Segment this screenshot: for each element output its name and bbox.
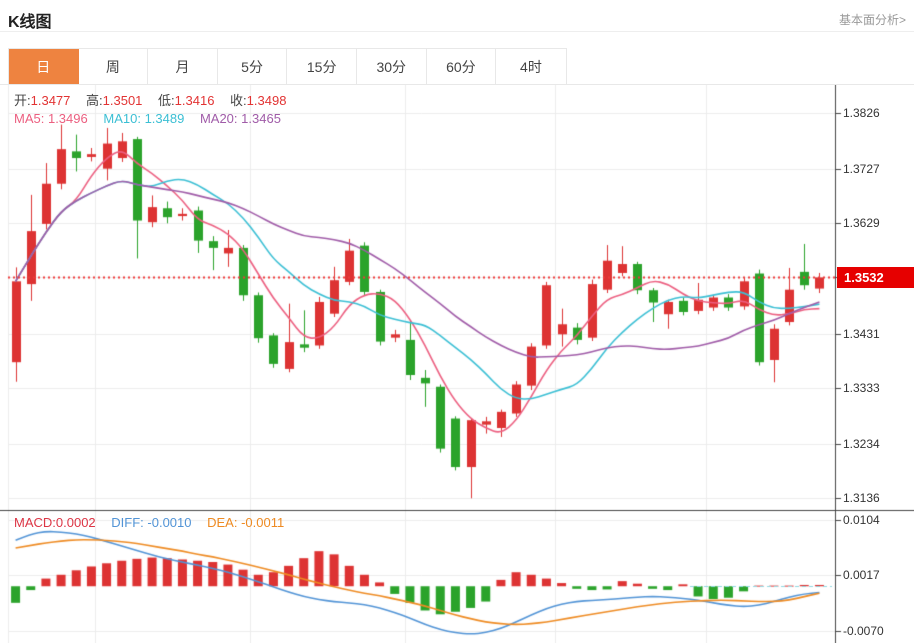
macd-axis-label: -0.0070 — [843, 623, 884, 638]
tab-month[interactable]: 月 — [148, 49, 218, 84]
low-label: 低: — [158, 93, 175, 108]
macd-readout: MACD:0.0002 DIFF: -0.0010 DEA: -0.0011 — [14, 515, 284, 530]
open-value: 1.3477 — [30, 93, 71, 108]
dea-label: DEA: — [207, 515, 238, 530]
price-axis-label: 1.3136 — [843, 491, 880, 506]
high-value: 1.3501 — [102, 93, 143, 108]
tab-5min[interactable]: 5分 — [217, 49, 288, 84]
page-title: K线图 — [8, 14, 52, 31]
tab-day[interactable]: 日 — [9, 49, 79, 84]
ma5-label: MA5: — [14, 111, 45, 126]
tab-4hour[interactable]: 4时 — [496, 49, 566, 84]
header-divider — [0, 31, 914, 32]
price-axis-label: 1.3826 — [843, 106, 880, 121]
period-tabstrip: 日 周 月 5分 15分 30分 60分 4时 — [8, 48, 567, 85]
macd-axis-label: 0.0104 — [843, 512, 880, 527]
ma10-label: MA10: — [103, 111, 141, 126]
diff-value: -0.0010 — [147, 515, 192, 530]
tab-60min[interactable]: 60分 — [426, 49, 497, 84]
low-value: 1.3416 — [174, 93, 215, 108]
fundamental-analysis-link[interactable]: 基本面分析> — [838, 13, 906, 27]
tab-30min[interactable]: 30分 — [356, 49, 427, 84]
macd-label: MACD: — [14, 515, 56, 530]
ma20-value: 1.3465 — [241, 111, 281, 126]
price-axis-label: 1.3727 — [843, 161, 880, 176]
kline-chart-canvas[interactable] — [0, 85, 914, 643]
ma5-value: 1.3496 — [47, 111, 88, 126]
tab-15min[interactable]: 15分 — [287, 49, 357, 84]
ma10-value: 1.3489 — [144, 111, 185, 126]
ma20-label: MA20: — [199, 111, 238, 126]
price-axis-label: 1.3629 — [843, 216, 880, 231]
last-price-tag: 1.3532 — [837, 267, 914, 289]
ohlc-readout: 开:1.3477 高:1.3501 低:1.3416 收:1.3498 — [14, 90, 286, 109]
price-axis-label: 1.3333 — [843, 381, 880, 396]
high-label: 高: — [86, 93, 103, 108]
close-label: 收: — [230, 93, 247, 108]
macd-value: 0.0002 — [55, 515, 96, 530]
tabstrip-bottom-border — [0, 84, 914, 85]
close-value: 1.3498 — [246, 93, 287, 108]
ma-readout: MA5: 1.3496 MA10: 1.3489 MA20: 1.3465 — [14, 111, 281, 126]
tab-week[interactable]: 周 — [78, 49, 149, 84]
dea-value: -0.0011 — [241, 515, 285, 530]
price-axis-label: 1.3431 — [843, 326, 880, 341]
open-label: 开: — [14, 93, 31, 108]
price-axis-label: 1.3234 — [843, 436, 880, 451]
macd-axis-label: 0.0017 — [843, 568, 880, 583]
diff-label: DIFF: — [111, 515, 144, 530]
